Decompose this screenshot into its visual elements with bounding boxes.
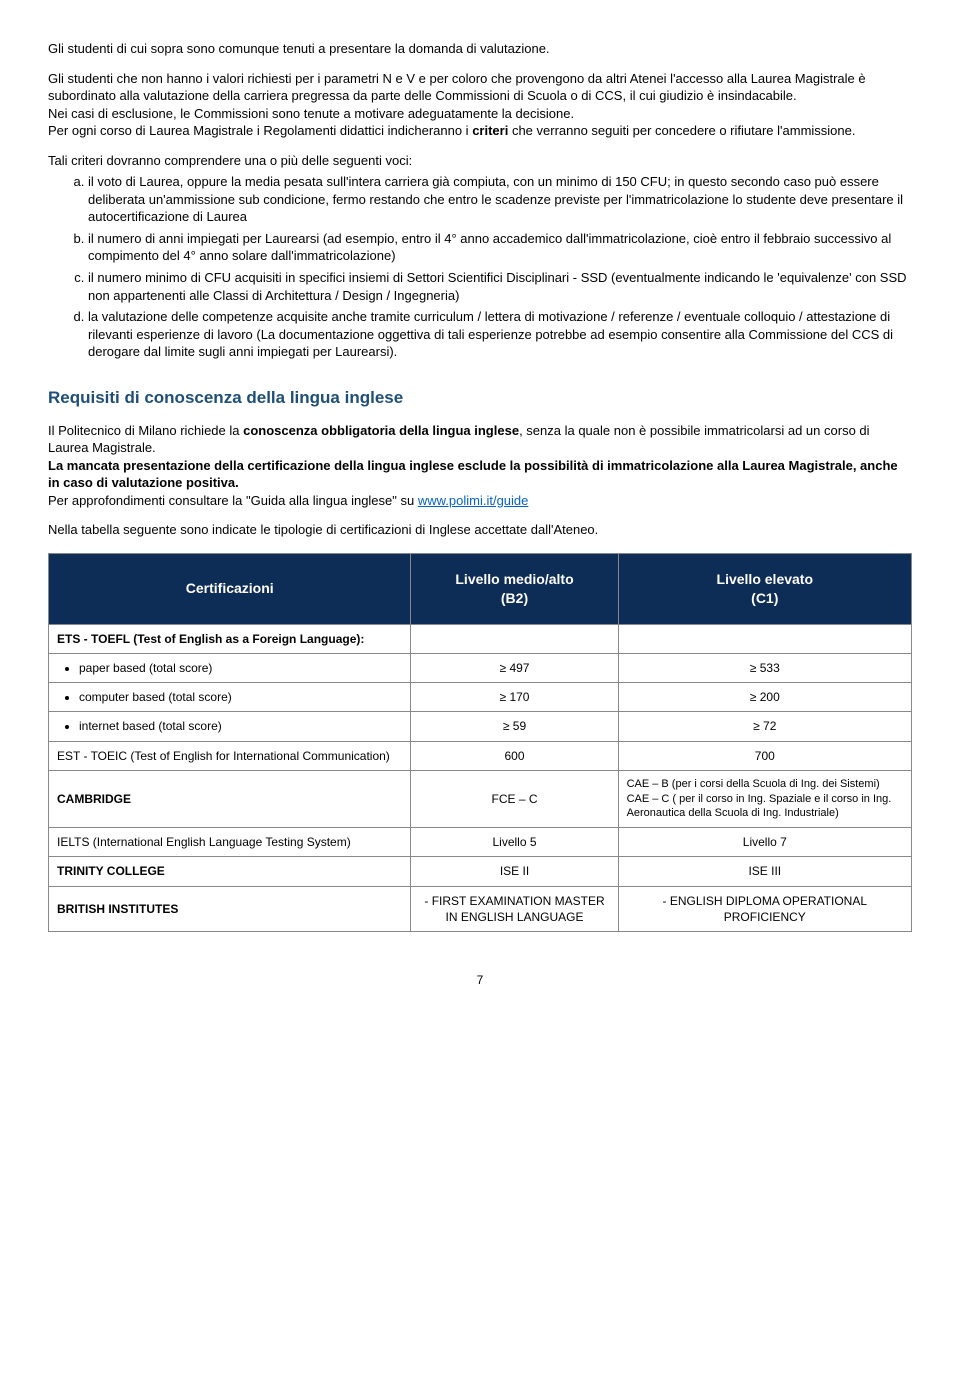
req-paragraph-3: Per approfondimenti consultare la "Guida…: [48, 492, 912, 510]
cert-c1-cell: ≥ 200: [618, 683, 911, 712]
cert-bullet-item: computer based (total score): [79, 689, 402, 705]
table-row: ETS - TOEFL (Test of English as a Foreig…: [49, 624, 912, 653]
th-level-c1: Livello elevato(C1): [618, 553, 911, 624]
cert-c1-cell: [618, 624, 911, 653]
cert-c1-cell: 700: [618, 741, 911, 770]
cert-bullet-item: internet based (total score): [79, 718, 402, 734]
text-bold: conoscenza obbligatoria della lingua ing…: [243, 423, 519, 438]
th-certifications: Certificazioni: [49, 553, 411, 624]
cert-name-cell: computer based (total score): [49, 683, 411, 712]
criteria-item-b: il numero di anni impiegati per Laurears…: [88, 230, 912, 265]
criteria-item-a: il voto di Laurea, oppure la media pesat…: [88, 173, 912, 226]
cert-name-cell: CAMBRIDGE: [49, 770, 411, 828]
criteria-item-d: la valutazione delle competenze acquisit…: [88, 308, 912, 361]
cert-b2-cell: FCE – C: [411, 770, 618, 828]
cert-b2-cell: ≥ 497: [411, 653, 618, 682]
req-paragraph-1: Il Politecnico di Milano richiede la con…: [48, 422, 912, 457]
cert-name-cell: BRITISH INSTITUTES: [49, 886, 411, 931]
cert-b2-cell: [411, 624, 618, 653]
cert-c1-cell: ≥ 533: [618, 653, 911, 682]
cert-c1-cell: Livello 7: [618, 828, 911, 857]
table-row: CAMBRIDGEFCE – CCAE – B (per i corsi del…: [49, 770, 912, 828]
paragraph-2: Gli studenti che non hanno i valori rich…: [48, 70, 912, 140]
table-row: EST - TOEIC (Test of English for Interna…: [49, 741, 912, 770]
cert-b2-cell: Livello 5: [411, 828, 618, 857]
table-row: paper based (total score) ≥ 497≥ 533: [49, 653, 912, 682]
cert-name-cell: TRINITY COLLEGE: [49, 857, 411, 886]
table-row: computer based (total score) ≥ 170≥ 200: [49, 683, 912, 712]
cert-b2-cell: - FIRST EXAMINATION MASTER IN ENGLISH LA…: [411, 886, 618, 931]
table-row: TRINITY COLLEGEISE IIISE III: [49, 857, 912, 886]
cert-b2-cell: 600: [411, 741, 618, 770]
criteria-intro: Tali criteri dovranno comprendere una o …: [48, 152, 912, 170]
text: che verranno seguiti per concedere o rif…: [508, 123, 855, 138]
cert-b2-cell: ISE II: [411, 857, 618, 886]
cert-c1-cell: CAE – B (per i corsi della Scuola di Ing…: [618, 770, 911, 828]
text: Per ogni corso di Laurea Magistrale i Re…: [48, 123, 472, 138]
th-level-b2: Livello medio/alto(B2): [411, 553, 618, 624]
cert-name-cell: IELTS (International English Language Te…: [49, 828, 411, 857]
table-row: internet based (total score) ≥ 59≥ 72: [49, 712, 912, 741]
cert-name-cell: ETS - TOEFL (Test of English as a Foreig…: [49, 624, 411, 653]
criteria-list: il voto di Laurea, oppure la media pesat…: [48, 173, 912, 360]
paragraph-1: Gli studenti di cui sopra sono comunque …: [48, 40, 912, 58]
text: Il Politecnico di Milano richiede la: [48, 423, 243, 438]
certifications-table: Certificazioni Livello medio/alto(B2) Li…: [48, 553, 912, 932]
link-guide[interactable]: www.polimi.it/guide: [418, 493, 529, 508]
text: Per approfondimenti consultare la "Guida…: [48, 493, 418, 508]
cert-c1-cell: - ENGLISH DIPLOMA OPERATIONAL PROFICIENC…: [618, 886, 911, 931]
text: Nei casi di esclusione, le Commissioni s…: [48, 106, 574, 121]
text: Gli studenti che non hanno i valori rich…: [48, 71, 866, 104]
text-bold: criteri: [472, 123, 508, 138]
cert-name-cell: paper based (total score): [49, 653, 411, 682]
req-paragraph-4: Nella tabella seguente sono indicate le …: [48, 521, 912, 539]
cert-c1-cell: ISE III: [618, 857, 911, 886]
req-paragraph-2: La mancata presentazione della certifica…: [48, 457, 912, 492]
section-title-language: Requisiti di conoscenza della lingua ing…: [48, 387, 912, 410]
page-number: 7: [48, 972, 912, 988]
cert-name-cell: internet based (total score): [49, 712, 411, 741]
cert-c1-cell: ≥ 72: [618, 712, 911, 741]
criteria-item-c: il numero minimo di CFU acquisiti in spe…: [88, 269, 912, 304]
cert-b2-cell: ≥ 59: [411, 712, 618, 741]
table-row: IELTS (International English Language Te…: [49, 828, 912, 857]
cert-bullet-item: paper based (total score): [79, 660, 402, 676]
cert-b2-cell: ≥ 170: [411, 683, 618, 712]
cert-name-cell: EST - TOEIC (Test of English for Interna…: [49, 741, 411, 770]
table-row: BRITISH INSTITUTES- FIRST EXAMINATION MA…: [49, 886, 912, 931]
